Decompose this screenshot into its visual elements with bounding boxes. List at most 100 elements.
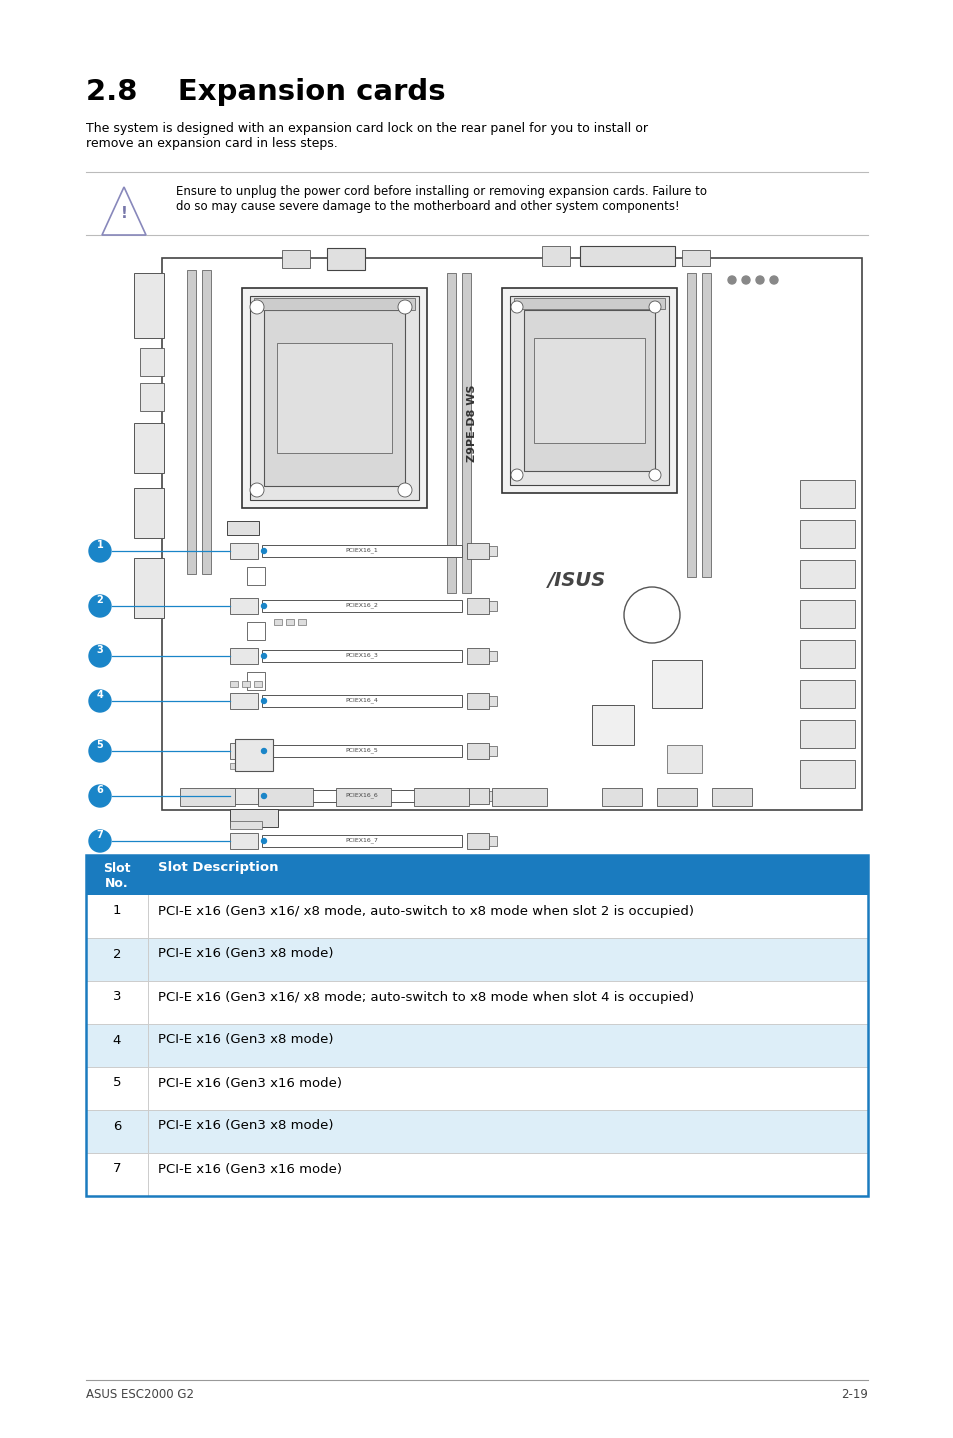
Text: PCIEX16_5: PCIEX16_5: [345, 746, 378, 752]
Circle shape: [261, 838, 266, 844]
Circle shape: [648, 301, 660, 313]
Bar: [133, 487, 164, 538]
Bar: [489, 601, 497, 611]
Circle shape: [511, 469, 522, 480]
Text: 2-19: 2-19: [841, 1388, 867, 1401]
Text: Slot Description: Slot Description: [158, 861, 278, 874]
Bar: [140, 383, 164, 411]
Bar: [492, 788, 546, 807]
Bar: [489, 746, 497, 756]
Bar: [489, 835, 497, 846]
Text: Slot
No.: Slot No.: [103, 861, 131, 890]
Circle shape: [741, 276, 749, 283]
Bar: [467, 743, 489, 759]
Bar: [711, 788, 751, 807]
Bar: [489, 651, 497, 661]
Text: PCI-E x16 (Gen3 x16/ x8 mode, auto-switch to x8 mode when slot 2 is occupied): PCI-E x16 (Gen3 x16/ x8 mode, auto-switc…: [158, 905, 693, 917]
Bar: [86, 1153, 867, 1196]
Bar: [250, 296, 418, 500]
Bar: [666, 745, 701, 774]
Bar: [592, 705, 634, 745]
Circle shape: [261, 749, 266, 754]
Text: PCIEX16_3: PCIEX16_3: [345, 651, 378, 657]
Bar: [467, 788, 489, 804]
Bar: [230, 649, 257, 664]
Text: Z9PE-D8 WS: Z9PE-D8 WS: [467, 384, 476, 462]
Bar: [489, 791, 497, 801]
Bar: [247, 567, 265, 585]
Bar: [514, 298, 664, 309]
Bar: [489, 546, 497, 557]
Bar: [230, 693, 257, 709]
Bar: [800, 480, 854, 508]
Text: 7: 7: [96, 830, 103, 840]
Bar: [202, 270, 211, 574]
Bar: [534, 338, 644, 443]
Circle shape: [89, 541, 111, 562]
Bar: [262, 695, 461, 707]
Bar: [242, 288, 427, 508]
Text: 5: 5: [96, 741, 103, 751]
Bar: [276, 344, 392, 453]
Circle shape: [511, 301, 522, 313]
Bar: [187, 270, 195, 574]
Bar: [86, 1024, 867, 1067]
Circle shape: [397, 483, 412, 498]
Bar: [133, 273, 164, 338]
Bar: [253, 298, 415, 311]
Text: 4: 4: [96, 690, 103, 700]
Bar: [133, 558, 164, 618]
Bar: [467, 649, 489, 664]
Text: PCI-E x16 (Gen3 x16/ x8 mode; auto-switch to x8 mode when slot 4 is occupied): PCI-E x16 (Gen3 x16/ x8 mode; auto-switc…: [158, 991, 694, 1004]
Text: The system is designed with an expansion card lock on the rear panel for you to : The system is designed with an expansion…: [86, 122, 647, 150]
Bar: [230, 598, 257, 614]
Bar: [681, 250, 709, 266]
Bar: [162, 257, 862, 810]
Circle shape: [755, 276, 763, 283]
Bar: [800, 600, 854, 628]
Text: 2: 2: [112, 948, 121, 961]
Bar: [230, 544, 257, 559]
Bar: [86, 1067, 867, 1110]
Bar: [227, 521, 258, 535]
Bar: [286, 618, 294, 626]
Bar: [262, 545, 461, 557]
Circle shape: [727, 276, 735, 283]
Text: 6: 6: [112, 1120, 121, 1133]
Text: 7: 7: [112, 1162, 121, 1175]
Bar: [86, 981, 867, 1024]
Text: 1: 1: [112, 905, 121, 917]
Bar: [414, 788, 469, 807]
Bar: [282, 250, 310, 267]
Text: 2.8    Expansion cards: 2.8 Expansion cards: [86, 78, 445, 106]
Bar: [262, 650, 461, 661]
Bar: [230, 821, 262, 828]
Bar: [230, 788, 257, 804]
Bar: [264, 311, 405, 486]
Text: Ensure to unplug the power cord before installing or removing expansion cards. F: Ensure to unplug the power cord before i…: [175, 186, 706, 213]
Bar: [800, 761, 854, 788]
Bar: [461, 273, 471, 592]
Bar: [800, 521, 854, 548]
Text: 3: 3: [112, 991, 121, 1004]
Circle shape: [261, 548, 266, 554]
Bar: [86, 856, 867, 894]
Bar: [133, 423, 164, 473]
Bar: [541, 246, 569, 266]
Text: 6: 6: [96, 785, 103, 795]
Bar: [242, 682, 250, 687]
Bar: [447, 273, 456, 592]
Text: PCIEX16_2: PCIEX16_2: [345, 603, 378, 608]
Bar: [686, 273, 696, 577]
Bar: [140, 348, 164, 375]
Bar: [262, 835, 461, 847]
Text: PCIEX16_4: PCIEX16_4: [345, 697, 378, 703]
Text: /ISUS: /ISUS: [547, 571, 605, 590]
Bar: [467, 598, 489, 614]
Bar: [467, 693, 489, 709]
Bar: [274, 618, 282, 626]
Circle shape: [89, 830, 111, 851]
Bar: [86, 856, 867, 1196]
Circle shape: [623, 587, 679, 643]
Bar: [86, 938, 867, 981]
